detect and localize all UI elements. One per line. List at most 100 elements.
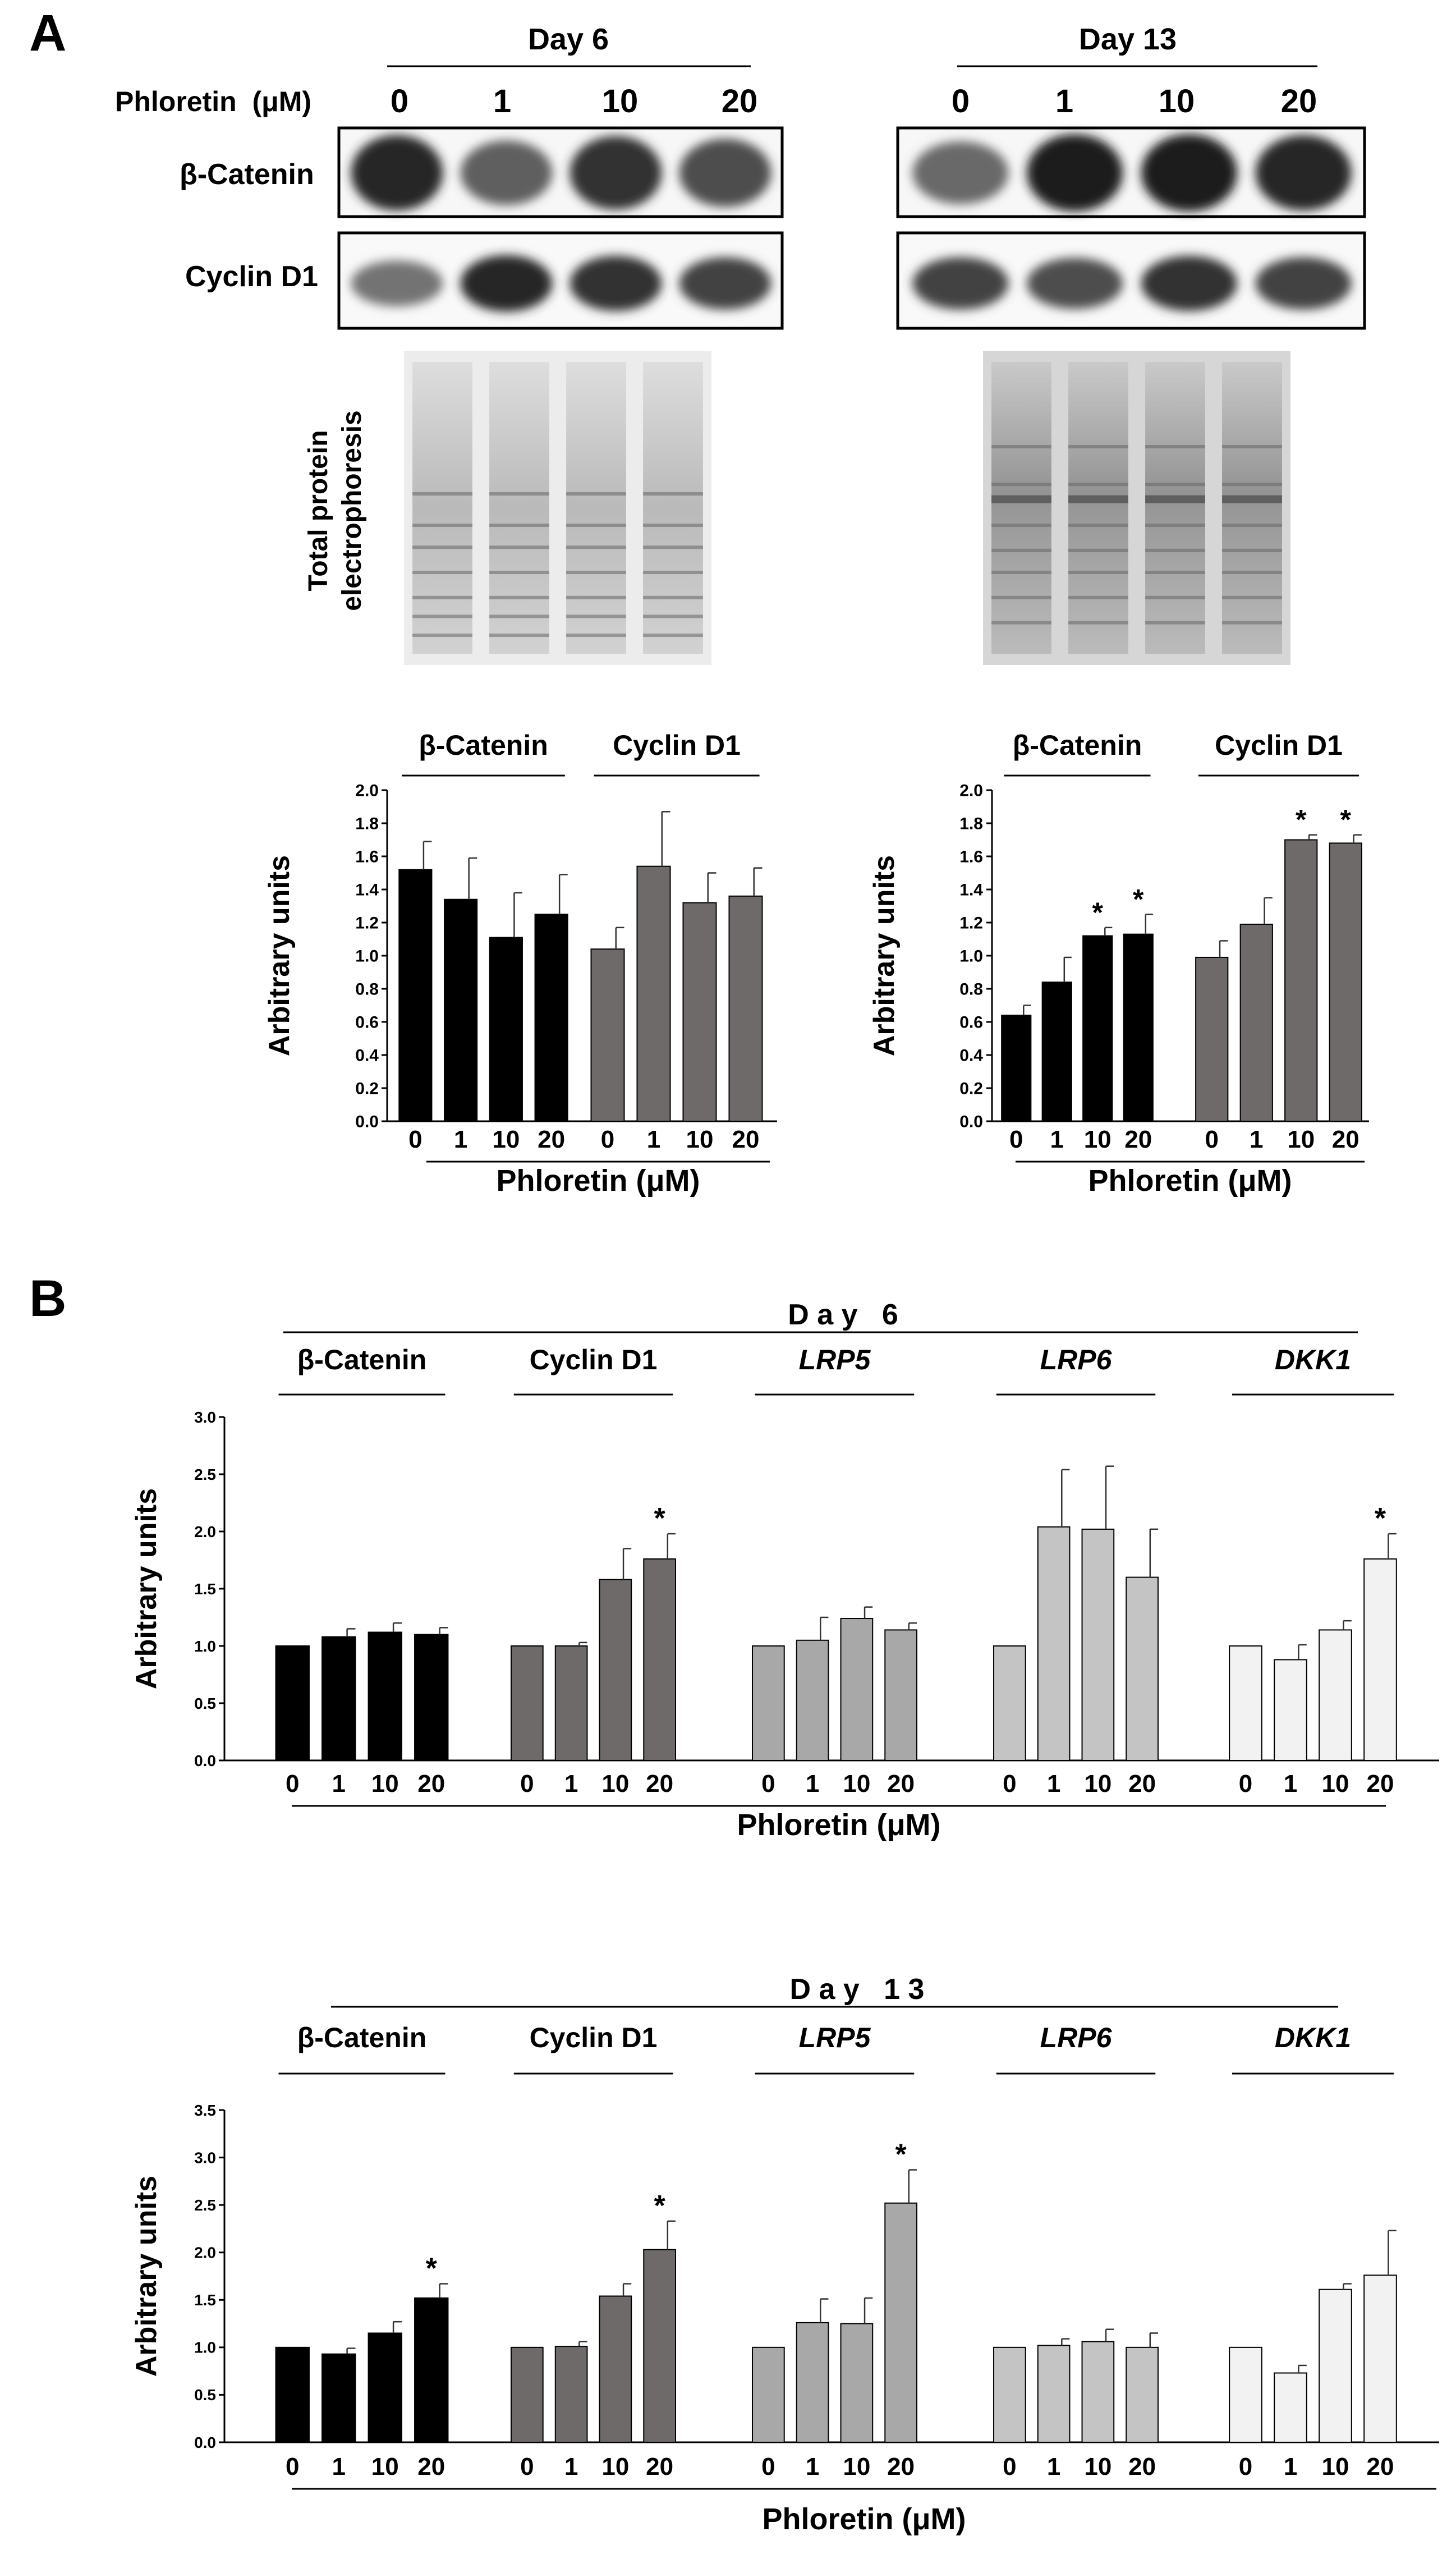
blot-band bbox=[1255, 135, 1352, 211]
gel-band bbox=[1222, 445, 1282, 448]
dose-label: 1 bbox=[493, 83, 511, 120]
y-tick-label: 0.0 bbox=[194, 2434, 216, 2451]
gel-lane bbox=[1068, 362, 1128, 654]
blot-band bbox=[1027, 134, 1123, 212]
x-tick-label: 0 bbox=[1205, 1126, 1219, 1153]
x-tick-label: 20 bbox=[732, 1126, 760, 1153]
gel-band bbox=[489, 614, 549, 618]
y-tick-label: 1.0 bbox=[355, 947, 379, 966]
bar bbox=[368, 1631, 402, 1762]
bar bbox=[590, 948, 625, 1122]
chart-title: D a y 6 bbox=[788, 1299, 898, 1331]
gel-band bbox=[1068, 571, 1128, 574]
blot-day13-beta-catenin bbox=[896, 126, 1366, 218]
blot-band bbox=[912, 141, 1009, 204]
gel-lane bbox=[566, 362, 626, 654]
gel-band bbox=[1068, 595, 1128, 599]
y-tick-label: 2.0 bbox=[355, 782, 379, 800]
bar bbox=[752, 2346, 785, 2443]
y-tick-label: 3.0 bbox=[194, 2149, 216, 2166]
gel-band bbox=[566, 595, 626, 599]
x-tick-label: 10 bbox=[601, 1770, 629, 1797]
gel-band bbox=[1222, 621, 1282, 625]
gel-band bbox=[489, 524, 549, 527]
y-tick-label: 0.5 bbox=[194, 1695, 216, 1712]
bar bbox=[643, 1558, 676, 1761]
dose-label: 1 bbox=[1055, 83, 1073, 120]
x-tick-label: 1 bbox=[1284, 2453, 1297, 2480]
bar bbox=[636, 865, 671, 1122]
chart-b-day6: 0.0 0.5 1.0 1.5 2.0 2.5 3.0 Arbitrary units D a … bbox=[130, 1299, 1439, 1842]
gel-band bbox=[1222, 548, 1282, 552]
x-tick-label: 20 bbox=[1124, 1126, 1152, 1153]
y-tick-label: 1.4 bbox=[355, 881, 379, 900]
dose-label: 20 bbox=[722, 83, 758, 120]
gel-band bbox=[1145, 524, 1205, 527]
x-tick-label: 0 bbox=[1009, 1126, 1023, 1153]
gel-band bbox=[566, 545, 626, 549]
y-tick-label: 0.8 bbox=[355, 980, 379, 999]
blot-band bbox=[460, 140, 553, 205]
gel-lane bbox=[1145, 362, 1205, 654]
y-tick-label: 2.0 bbox=[959, 782, 983, 800]
gel-band bbox=[1222, 483, 1282, 487]
bar bbox=[1123, 933, 1154, 1122]
gel-band bbox=[1222, 495, 1282, 503]
y-tick-label: 0.4 bbox=[355, 1047, 379, 1065]
bar bbox=[1126, 1576, 1159, 1762]
gel-band bbox=[1068, 495, 1128, 503]
total-protein-label: Total protein electrophoresis bbox=[304, 410, 367, 611]
bar bbox=[1274, 2372, 1307, 2443]
bar bbox=[414, 1634, 449, 1762]
bar bbox=[1229, 2346, 1262, 2443]
x-tick-label: 1 bbox=[564, 1770, 578, 1797]
bar bbox=[796, 2322, 829, 2443]
y-tick-label: 0.4 bbox=[959, 1047, 983, 1065]
x-tick-label: 20 bbox=[646, 1770, 673, 1797]
significance-star: * bbox=[1340, 804, 1352, 836]
bar bbox=[321, 2353, 356, 2443]
bar bbox=[1037, 1526, 1071, 1762]
group-label: β-Catenin bbox=[419, 730, 548, 761]
bar bbox=[682, 902, 717, 1122]
x-tick-label: 0 bbox=[1003, 2453, 1016, 2480]
x-tick-label: 0 bbox=[1239, 1770, 1252, 1797]
y-tick-label: 2.5 bbox=[194, 2196, 216, 2214]
bar bbox=[884, 2202, 917, 2443]
gel-band bbox=[412, 492, 472, 496]
gel-band bbox=[643, 571, 703, 574]
x-tick-label: 1 bbox=[564, 2453, 578, 2480]
y-tick-label: 1.2 bbox=[959, 914, 983, 933]
bar bbox=[489, 937, 523, 1122]
bar bbox=[1319, 2289, 1352, 2443]
bar bbox=[321, 1636, 356, 1761]
significance-star: * bbox=[1296, 804, 1307, 836]
y-axis-label: Arbitrary units bbox=[130, 2176, 163, 2377]
gel-band bbox=[643, 524, 703, 527]
blot-day13-cyclin-d1 bbox=[896, 231, 1366, 330]
day6-dose-labels: 0 1 10 20 bbox=[391, 83, 757, 120]
x-tick-label: 20 bbox=[1367, 2453, 1394, 2480]
gel-band bbox=[1068, 524, 1128, 527]
blot-row-label-beta-catenin: β-Catenin bbox=[180, 158, 314, 191]
bar bbox=[796, 1639, 829, 1762]
dose-label: 20 bbox=[1281, 83, 1317, 120]
bar bbox=[993, 1645, 1026, 1761]
y-axis-label: Arbitrary units bbox=[263, 855, 296, 1056]
gel-band bbox=[412, 595, 472, 599]
x-tick-label: 10 bbox=[371, 2453, 399, 2480]
total-protein-label-line1: Total protein bbox=[304, 430, 333, 591]
bar bbox=[1319, 1629, 1352, 1761]
x-tick-label: 10 bbox=[843, 1770, 870, 1797]
x-tick-label: 0 bbox=[601, 1126, 614, 1153]
x-tick-label: 1 bbox=[332, 2453, 346, 2480]
bar bbox=[1001, 1015, 1032, 1122]
blot-day6-cyclin-d1 bbox=[337, 231, 784, 330]
bar bbox=[275, 1645, 310, 1761]
bar bbox=[1041, 982, 1072, 1122]
group-label: Cyclin D1 bbox=[1215, 730, 1343, 761]
y-tick-label: 1.6 bbox=[959, 848, 983, 866]
blot-band bbox=[1255, 257, 1352, 310]
gel-band bbox=[1068, 445, 1128, 448]
